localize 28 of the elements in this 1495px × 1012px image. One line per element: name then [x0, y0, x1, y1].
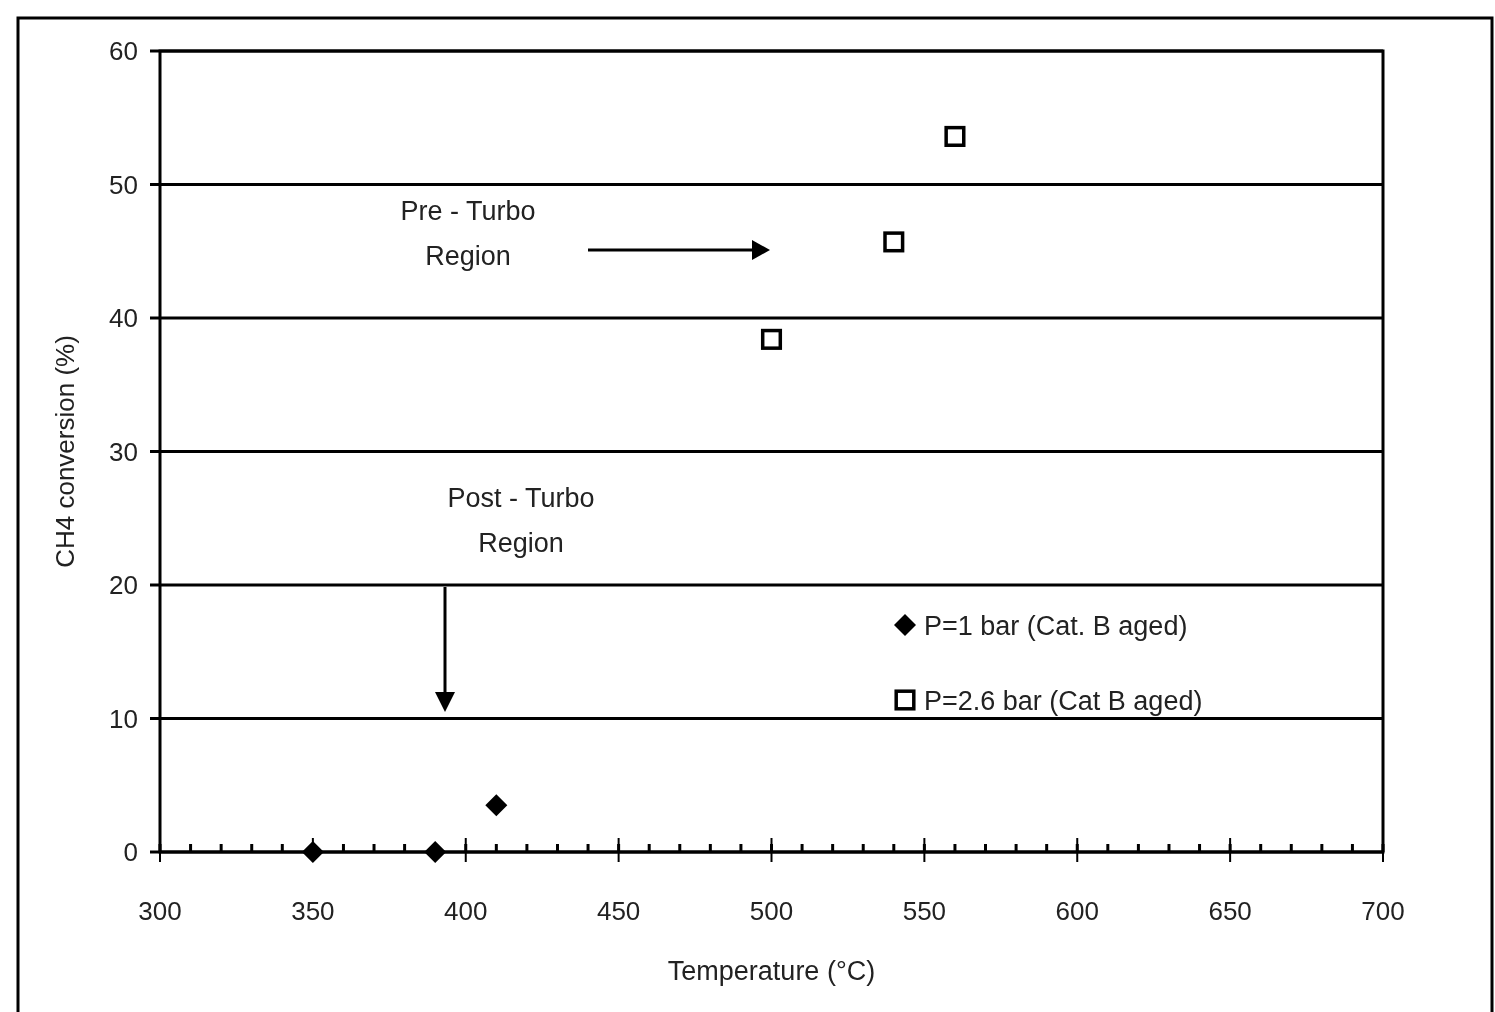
- x-tick-label: 650: [1208, 896, 1252, 926]
- legend-label: P=1 bar (Cat. B aged): [924, 611, 1188, 641]
- x-tick-label: 550: [902, 896, 947, 926]
- y-axis-title: CH4 conversion (%): [50, 335, 80, 568]
- y-tick-label: 0: [123, 837, 138, 867]
- x-tick-label: 500: [749, 896, 794, 926]
- y-tick-label: 20: [109, 570, 138, 600]
- annotation: Post - Turbo Region: [447, 483, 595, 558]
- y-tick-label: 60: [109, 36, 138, 66]
- x-tick-label: 600: [1055, 896, 1099, 926]
- x-tick-label: 450: [596, 896, 641, 926]
- annotation: Pre - Turbo Region: [400, 196, 536, 271]
- y-tick-label: 40: [109, 303, 138, 333]
- point: [944, 125, 966, 147]
- x-axis-title: Temperature (°C): [667, 956, 876, 986]
- point: [301, 841, 324, 863]
- point: [424, 841, 447, 863]
- point: [485, 794, 508, 817]
- x-tick-label: 350: [291, 896, 335, 926]
- y-tick-label: 10: [109, 703, 138, 734]
- point: [760, 328, 783, 350]
- y-tick-label: 50: [109, 169, 138, 200]
- x-tick-label: 300: [138, 896, 182, 926]
- x-tick-label: 700: [1361, 896, 1405, 926]
- x-tick-label: 400: [444, 896, 488, 926]
- legend-label: P=2.6 bar (Cat B aged): [924, 686, 1203, 716]
- point: [883, 231, 905, 253]
- y-tick-label: 30: [109, 436, 138, 467]
